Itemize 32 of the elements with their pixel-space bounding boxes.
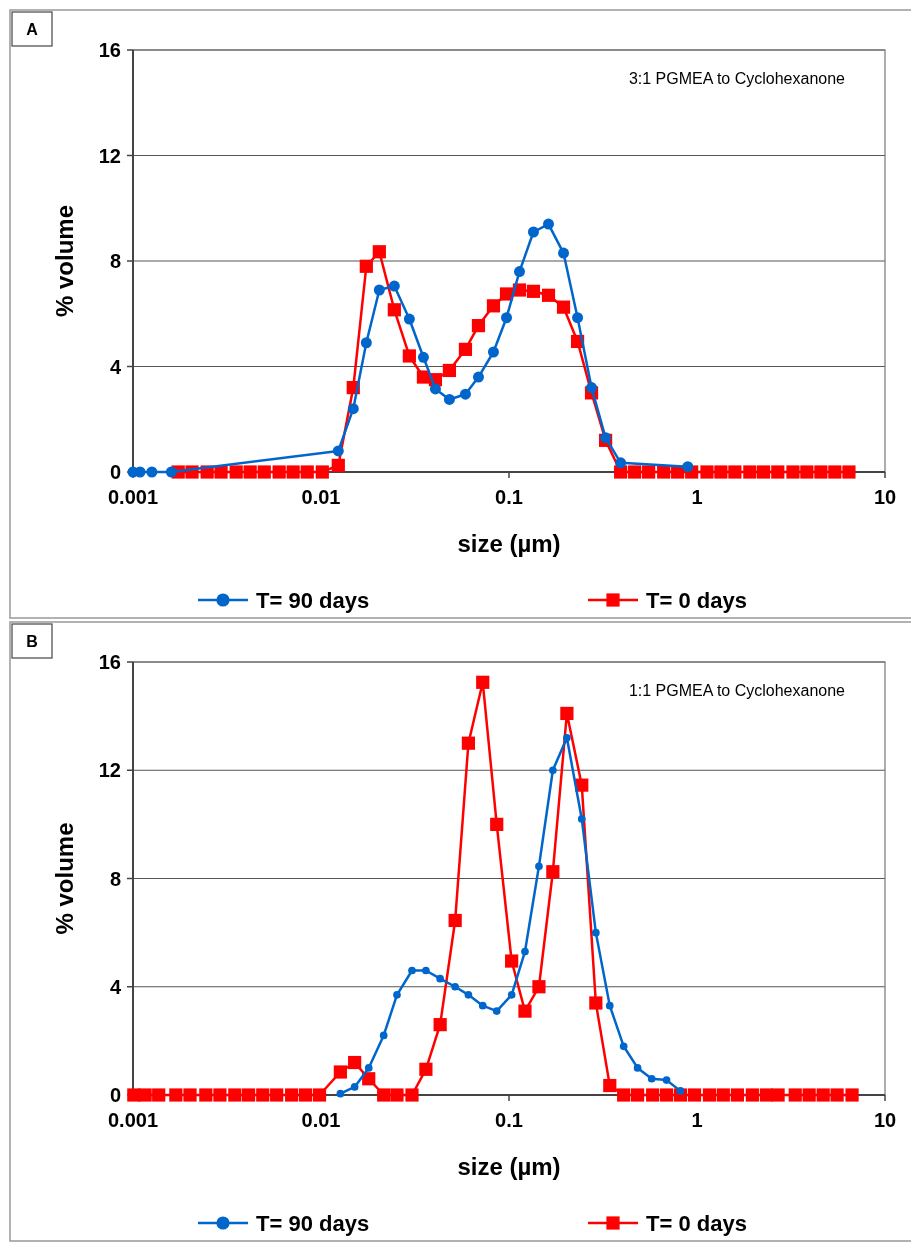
y-axis-title: % volume bbox=[51, 822, 78, 935]
y-tick-label: 0 bbox=[109, 1084, 121, 1106]
legend-label: T= 90 days bbox=[256, 1211, 370, 1236]
x-tick-label: 0.01 bbox=[301, 486, 341, 508]
legend-label: T= 0 days bbox=[646, 588, 747, 613]
legend-label: T= 0 days bbox=[646, 1211, 747, 1236]
x-tick-label: 0.1 bbox=[495, 486, 523, 508]
x-tick-label: 0.001 bbox=[107, 1109, 159, 1131]
y-tick-label: 16 bbox=[98, 651, 121, 673]
y-tick-label: 0 bbox=[109, 461, 121, 483]
y-axis-title: % volume bbox=[51, 204, 78, 318]
y-tick-label: 16 bbox=[98, 39, 121, 61]
x-tick-label: 10 bbox=[873, 486, 897, 508]
y-tick-label: 12 bbox=[98, 759, 121, 782]
annotation: 3:1 PGMEA to Cyclohexanone bbox=[628, 70, 846, 87]
x-tick-label: 0.1 bbox=[495, 1109, 523, 1131]
y-tick-label: 12 bbox=[98, 144, 121, 167]
x-tick-label: 1 bbox=[691, 1109, 703, 1131]
y-tick-label: 4 bbox=[109, 355, 122, 378]
chart-title: A bbox=[26, 21, 39, 38]
x-tick-label: 0.01 bbox=[301, 1109, 341, 1131]
x-tick-label: 10 bbox=[873, 1109, 897, 1131]
x-axis-title: size (µm) bbox=[457, 1153, 561, 1180]
annotation: 1:1 PGMEA to Cyclohexanone bbox=[628, 682, 846, 699]
x-axis-title: size (µm) bbox=[457, 530, 561, 557]
legend-label: T= 90 days bbox=[256, 588, 370, 613]
y-tick-label: 8 bbox=[109, 250, 121, 272]
chart-title: B bbox=[26, 633, 38, 650]
x-tick-label: 0.001 bbox=[107, 486, 159, 508]
y-tick-label: 4 bbox=[109, 975, 122, 998]
y-tick-label: 8 bbox=[109, 867, 121, 890]
x-tick-label: 1 bbox=[691, 486, 703, 508]
